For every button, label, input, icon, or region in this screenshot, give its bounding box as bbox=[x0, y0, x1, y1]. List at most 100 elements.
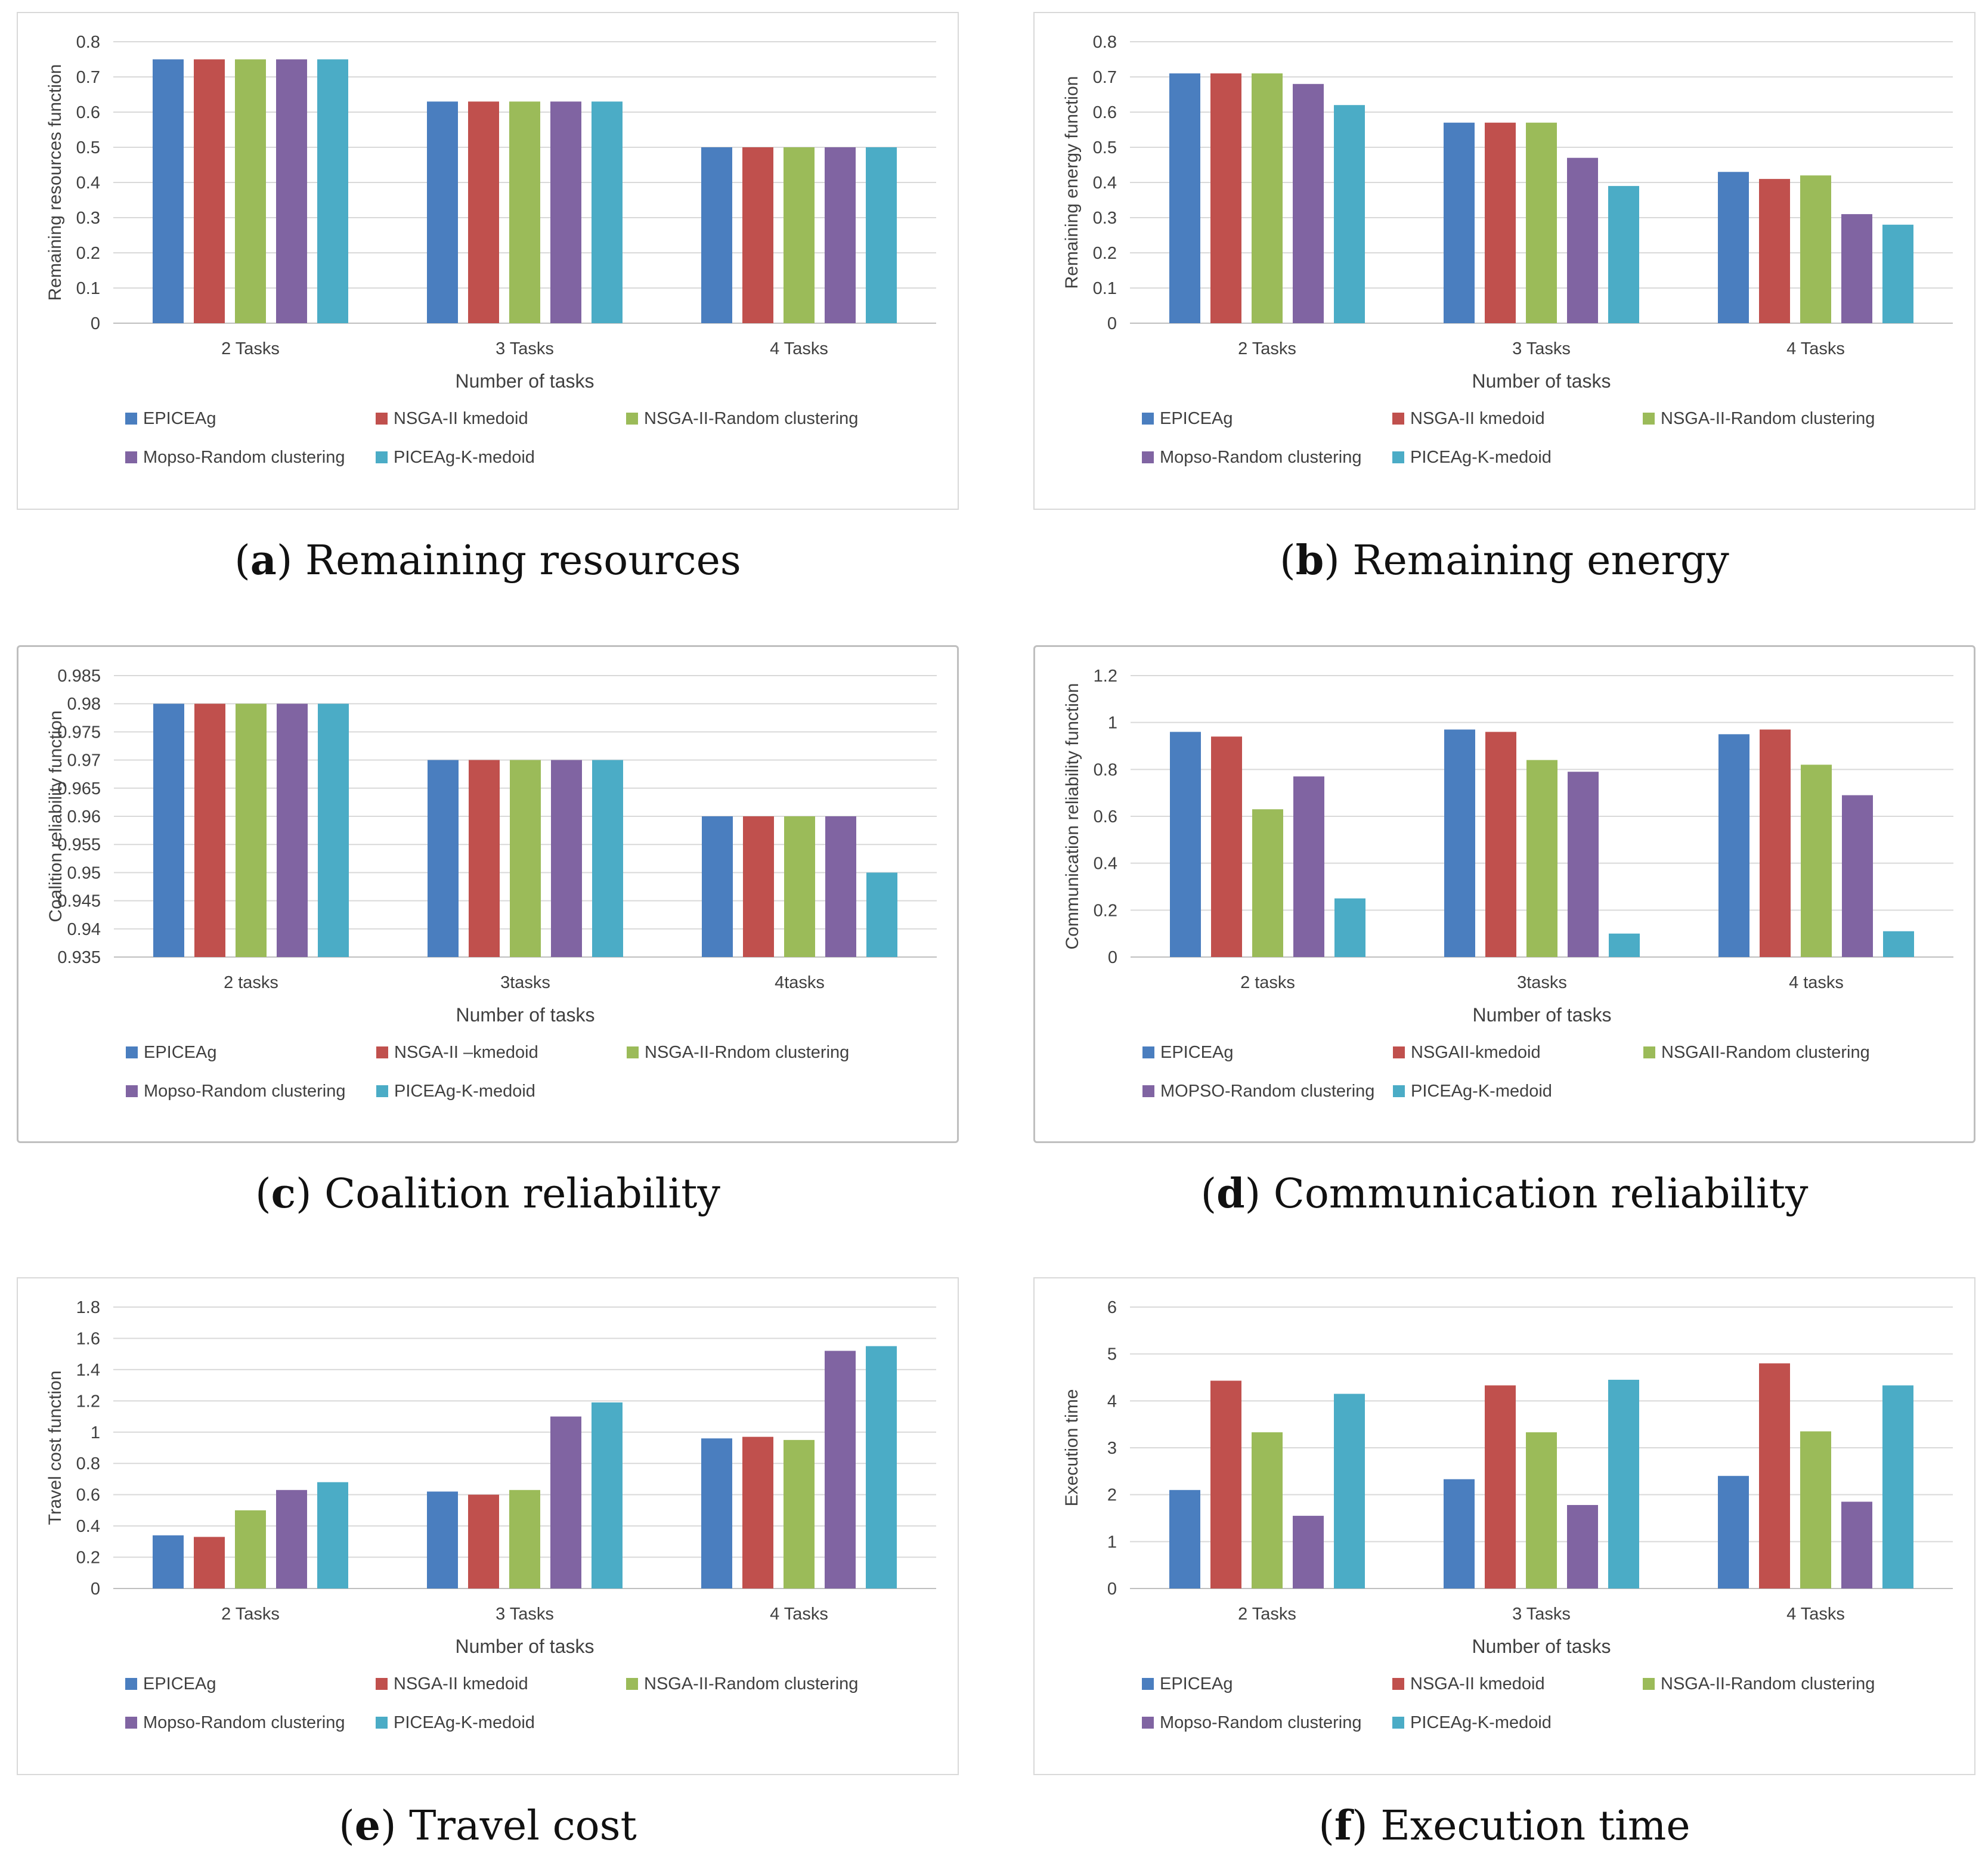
y-tick-label: 0.2 bbox=[1094, 901, 1117, 920]
legend-swatch bbox=[1643, 1046, 1655, 1058]
y-tick-label: 0.955 bbox=[57, 835, 101, 854]
bar bbox=[1293, 83, 1324, 324]
y-tick-label: 0.4 bbox=[1094, 854, 1117, 874]
x-tick-label: 2 tasks bbox=[224, 973, 278, 992]
bar bbox=[1800, 1431, 1831, 1588]
bar-chart: 0 1 2 3 4 5 6 Execution time 2 Tasks 3 Tasks 4 Tas… bbox=[1062, 1298, 1953, 1732]
caption-text: Remaining energy bbox=[1352, 537, 1729, 584]
y-tick-label: 0 bbox=[1107, 1580, 1117, 1599]
bar bbox=[1760, 729, 1791, 957]
y-tick-label: 0.935 bbox=[57, 948, 101, 967]
y-axis-title: Travel cost function bbox=[45, 1371, 65, 1525]
bar bbox=[1485, 732, 1516, 957]
bar bbox=[592, 1402, 623, 1588]
chart-frame: 0 0.2 0.4 0.6 0.8 1 1.2 1.4 1.6 1.8 Travel cost fu… bbox=[17, 1277, 959, 1775]
legend-swatch bbox=[1142, 1717, 1154, 1729]
legend-label: NSGA-II kmedoid bbox=[394, 409, 528, 428]
bar bbox=[784, 147, 815, 323]
bar bbox=[1842, 795, 1873, 957]
legend-label: Mopso-Random clustering bbox=[143, 448, 345, 467]
bar bbox=[236, 704, 267, 957]
caption-letter: a bbox=[250, 537, 277, 584]
bar bbox=[1252, 1432, 1283, 1588]
y-axis-title: Execution time bbox=[1062, 1389, 1082, 1507]
bar bbox=[825, 816, 856, 957]
legend-swatch bbox=[1643, 413, 1655, 425]
x-axis-title: Number of tasks bbox=[456, 1636, 594, 1657]
bar bbox=[1334, 1394, 1365, 1588]
bar bbox=[1334, 898, 1365, 957]
y-tick-label: 2 bbox=[1107, 1486, 1117, 1505]
chart-panel-c: 0.935 0.94 0.945 0.95 0.955 0.96 0.965 0.97 0.97… bbox=[17, 645, 959, 1218]
bar bbox=[1841, 1501, 1872, 1588]
bar-chart: 0 0.1 0.2 0.3 0.4 0.5 0.6 0.7 0.8 Remaining resou… bbox=[45, 33, 936, 467]
legend-swatch bbox=[1142, 1085, 1154, 1097]
legend-label: NSGA-II kmedoid bbox=[394, 1674, 528, 1693]
bar bbox=[1169, 73, 1200, 323]
bar bbox=[1334, 105, 1365, 323]
y-tick-label: 0.6 bbox=[76, 103, 100, 122]
caption-letter: c bbox=[271, 1170, 296, 1218]
y-tick-label: 0.3 bbox=[76, 209, 100, 228]
x-tick-label: 3 Tasks bbox=[496, 339, 554, 358]
legend-swatch bbox=[125, 1678, 137, 1690]
y-tick-label: 1.4 bbox=[76, 1361, 100, 1380]
legend-label: NSGA-II-Random clustering bbox=[644, 1674, 858, 1693]
legend-label: PICEAg-K-medoid bbox=[1410, 1713, 1552, 1732]
x-tick-label: 3 Tasks bbox=[1512, 339, 1571, 358]
bar bbox=[509, 101, 540, 324]
x-tick-label: 4 Tasks bbox=[770, 1605, 828, 1624]
legend-label: NSGA-II-Random clustering bbox=[644, 409, 858, 428]
y-tick-label: 1 bbox=[1107, 1532, 1117, 1552]
bar bbox=[1800, 175, 1831, 323]
bar bbox=[1252, 809, 1283, 957]
bar bbox=[1485, 122, 1516, 323]
legend-label: PICEAg-K-medoid bbox=[394, 1082, 535, 1101]
caption-text: Execution time bbox=[1380, 1803, 1690, 1850]
y-tick-label: 0.8 bbox=[76, 1454, 100, 1473]
legend-swatch bbox=[1393, 1046, 1405, 1058]
x-tick-label: 3tasks bbox=[1517, 973, 1567, 992]
x-axis-title: Number of tasks bbox=[456, 1004, 595, 1026]
panel-caption: (c) Coalition reliability bbox=[255, 1170, 720, 1218]
bar bbox=[1567, 1504, 1598, 1588]
x-axis-title: Number of tasks bbox=[1473, 1004, 1612, 1026]
bar bbox=[194, 704, 225, 957]
legend-swatch bbox=[376, 1046, 388, 1058]
x-tick-label: 2 Tasks bbox=[221, 339, 280, 358]
bar bbox=[1526, 760, 1557, 957]
bar bbox=[153, 1535, 184, 1588]
legend-label: PICEAg-K-medoid bbox=[394, 1713, 535, 1732]
bar bbox=[1211, 736, 1242, 957]
y-tick-label: 0 bbox=[1107, 314, 1117, 333]
bar bbox=[1169, 1490, 1200, 1588]
legend-swatch bbox=[627, 1046, 639, 1058]
caption-letter: e bbox=[354, 1802, 380, 1850]
y-tick-label: 0.98 bbox=[67, 695, 101, 714]
x-axis-title: Number of tasks bbox=[1472, 1636, 1611, 1657]
y-tick-label: 1.8 bbox=[76, 1298, 100, 1317]
legend-swatch bbox=[1643, 1678, 1655, 1690]
chart-frame: 0 0.2 0.4 0.6 0.8 1 1.2 Communication reliabili… bbox=[1033, 645, 1975, 1143]
legend-label: PICEAg-K-medoid bbox=[1410, 448, 1552, 467]
legend-swatch bbox=[1392, 451, 1404, 463]
legend-swatch bbox=[376, 451, 388, 463]
bar bbox=[866, 147, 897, 323]
chart-panel-a: 0 0.1 0.2 0.3 0.4 0.5 0.6 0.7 0.8 Remaining resou… bbox=[17, 12, 959, 584]
y-tick-label: 0.6 bbox=[76, 1486, 100, 1505]
y-tick-label: 0.4 bbox=[1093, 174, 1117, 193]
legend-swatch bbox=[126, 1046, 138, 1058]
legend-swatch bbox=[376, 1085, 388, 1097]
x-axis-title: Number of tasks bbox=[456, 370, 594, 392]
y-tick-label: 0.6 bbox=[1094, 807, 1117, 826]
y-tick-label: 0.95 bbox=[67, 863, 101, 882]
y-tick-label: 0 bbox=[1108, 948, 1117, 967]
legend-label: NSGAII-kmedoid bbox=[1411, 1043, 1541, 1062]
y-tick-label: 0.5 bbox=[1093, 138, 1117, 157]
x-tick-label: 3tasks bbox=[500, 973, 550, 992]
caption-text: Travel cost bbox=[409, 1803, 637, 1850]
y-tick-label: 0.8 bbox=[1093, 33, 1117, 52]
x-tick-label: 4 Tasks bbox=[1786, 339, 1845, 358]
x-tick-label: 3 Tasks bbox=[1512, 1605, 1571, 1624]
bar bbox=[1210, 1380, 1241, 1588]
